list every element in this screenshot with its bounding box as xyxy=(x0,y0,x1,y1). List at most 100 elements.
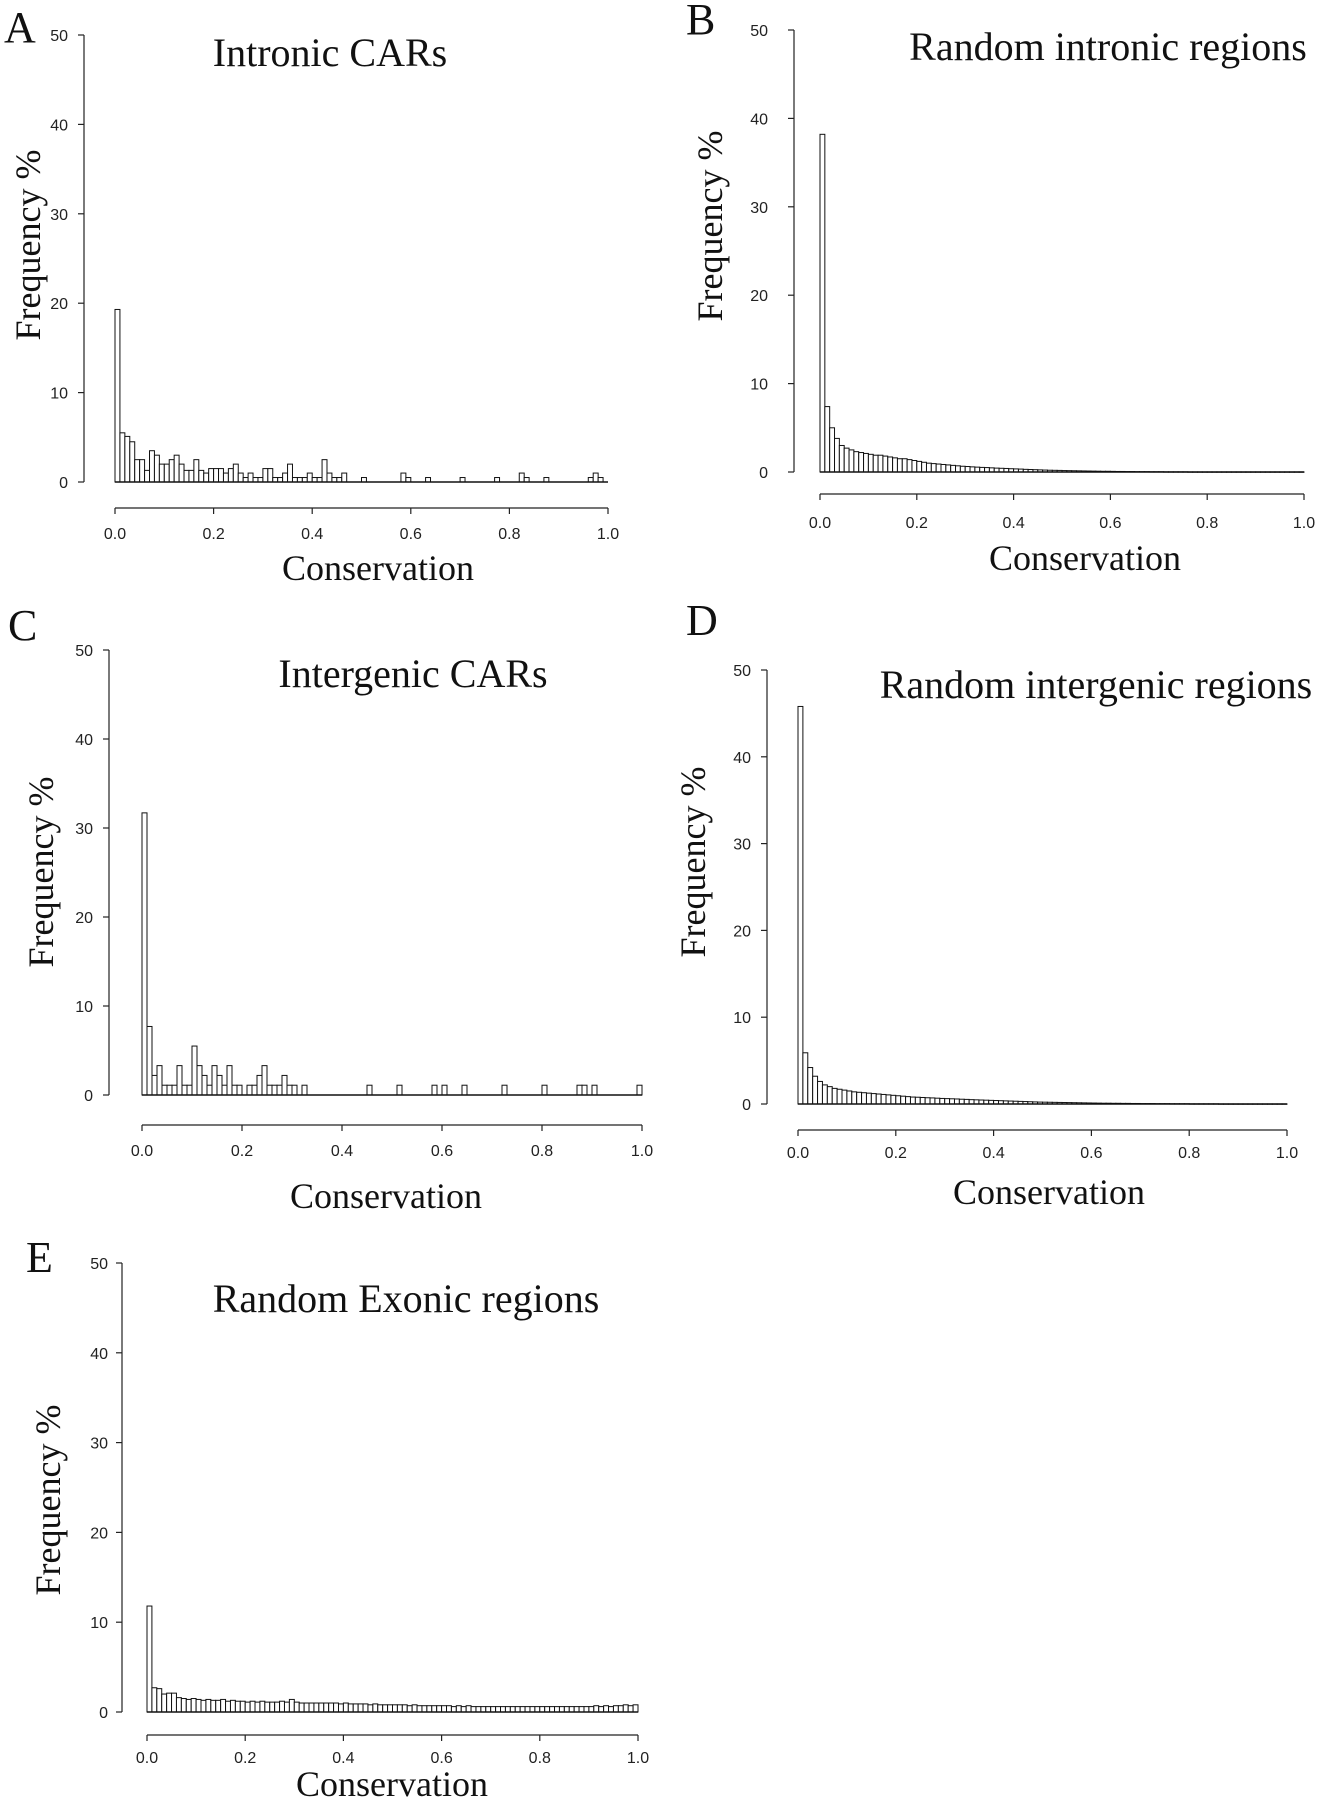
histogram-bar xyxy=(226,1065,233,1096)
histogram-bar xyxy=(396,1084,403,1096)
histogram-bar xyxy=(554,1706,560,1713)
x-tick-label: 0.4 xyxy=(331,1143,353,1160)
histogram-bar xyxy=(318,1702,325,1713)
histogram-bar xyxy=(950,464,957,473)
histogram-bar xyxy=(519,1706,526,1713)
histogram-bar xyxy=(208,468,215,483)
histogram-bar xyxy=(411,1704,418,1713)
histogram-bar xyxy=(176,1065,183,1096)
histogram-bar xyxy=(872,454,879,473)
histogram-bar xyxy=(870,1093,877,1105)
histogram-bar xyxy=(853,451,860,473)
histogram-bar xyxy=(287,463,293,483)
histogram-bar xyxy=(495,1706,502,1713)
histogram-bar xyxy=(470,1706,477,1713)
histogram-bar xyxy=(251,1084,258,1096)
x-axis-title-b: Conservation xyxy=(989,538,1181,578)
histogram-bar xyxy=(501,1084,508,1096)
histogram-bar xyxy=(524,1706,531,1713)
histogram-bar xyxy=(171,1084,178,1096)
histogram-bar xyxy=(841,1089,848,1105)
y-tick-label: 30 xyxy=(733,837,751,854)
histogram-bar xyxy=(396,1704,403,1713)
y-tick-label: 20 xyxy=(90,1525,108,1542)
histogram-bar xyxy=(514,1706,521,1713)
histogram-bar xyxy=(450,1706,457,1713)
histogram-bar xyxy=(276,1084,283,1096)
histogram-bar xyxy=(406,1705,413,1713)
panel-d: D Random intergenic regions Frequency % … xyxy=(673,596,1312,1212)
histogram-bar xyxy=(858,452,865,473)
histogram-bar xyxy=(400,472,407,483)
y-tick-label: 30 xyxy=(750,200,768,217)
histogram-bar xyxy=(291,1084,298,1096)
histogram-bar xyxy=(215,1699,222,1713)
histogram-bar xyxy=(195,1698,202,1713)
histogram-bar xyxy=(591,1084,598,1096)
histogram-bar xyxy=(357,1703,364,1713)
y-axis-title-e: Frequency % xyxy=(28,1405,68,1596)
histogram-bar xyxy=(919,1096,926,1105)
histogram-bar xyxy=(819,133,826,473)
histogram-bar xyxy=(229,1699,236,1713)
histogram-bar xyxy=(180,1698,187,1713)
histogram-bar xyxy=(303,1702,310,1713)
histogram-bar xyxy=(416,1705,423,1713)
x-tick-label: 0.0 xyxy=(787,1145,809,1162)
histogram-bar xyxy=(293,1701,300,1713)
histogram-bar xyxy=(608,1706,614,1713)
histogram-bar xyxy=(163,463,170,483)
x-tick-label: 0.8 xyxy=(1178,1145,1200,1162)
histogram-bar xyxy=(900,1095,907,1105)
x-tick-label: 0.2 xyxy=(885,1145,907,1162)
histogram-bar xyxy=(549,1706,556,1713)
histogram-bar xyxy=(221,1084,228,1096)
x-tick-label: 0.8 xyxy=(531,1143,553,1160)
histogram-bar xyxy=(205,1698,212,1713)
histogram-bar xyxy=(911,460,918,473)
histogram-bar xyxy=(563,1706,570,1713)
histogram-bar xyxy=(887,456,894,473)
histogram-bar xyxy=(598,1706,605,1713)
x-tick-label: 0.8 xyxy=(498,526,520,543)
histogram-bar xyxy=(149,450,155,483)
histogram-bar xyxy=(266,1084,273,1096)
histogram-bar xyxy=(151,1074,158,1096)
histogram-bar xyxy=(288,1698,295,1713)
histogram-bar xyxy=(286,1084,293,1096)
histogram-bar xyxy=(475,1706,482,1713)
histogram-bar xyxy=(824,406,831,473)
x-tick-label: 0.6 xyxy=(400,526,422,543)
histogram-bar xyxy=(246,1084,253,1096)
histogram-bar xyxy=(227,468,234,483)
histogram-bar xyxy=(867,453,874,473)
histogram-bar xyxy=(953,1098,960,1105)
x-axis-title-a: Conservation xyxy=(282,548,474,588)
histogram-bar xyxy=(441,1084,448,1096)
histogram-bar xyxy=(460,1706,467,1713)
y-tick-label: 0 xyxy=(99,1705,108,1722)
y-axis-title-c: Frequency % xyxy=(21,777,61,968)
x-tick-label: 0.6 xyxy=(431,1143,453,1160)
histogram-bar xyxy=(392,1704,398,1713)
y-tick-label: 40 xyxy=(750,111,768,128)
y-axis-title-b: Frequency % xyxy=(690,131,730,322)
histogram-bar xyxy=(826,1086,833,1105)
histogram-bar xyxy=(256,1074,263,1096)
y-tick-label: 40 xyxy=(50,117,68,134)
histogram-bar xyxy=(119,432,126,483)
y-tick-label: 10 xyxy=(75,999,93,1016)
histogram-bar xyxy=(583,1706,590,1713)
histogram-bar xyxy=(269,1701,276,1713)
histogram-bar xyxy=(949,1098,955,1105)
histogram-bar xyxy=(509,1706,516,1713)
histogram-bar xyxy=(387,1704,393,1713)
histogram-bar xyxy=(306,472,313,483)
histogram-bar xyxy=(581,1084,588,1096)
histogram-bar xyxy=(797,705,804,1105)
histogram-bar xyxy=(529,1706,536,1713)
x-tick-label: 1.0 xyxy=(597,526,619,543)
chart-area-d: 0 10 20 30 40 50 0.0 0.2 0.4 0.6 0.8 1.0 xyxy=(733,663,1298,1162)
histogram-bar xyxy=(298,1702,305,1713)
histogram-bar xyxy=(909,1096,916,1105)
